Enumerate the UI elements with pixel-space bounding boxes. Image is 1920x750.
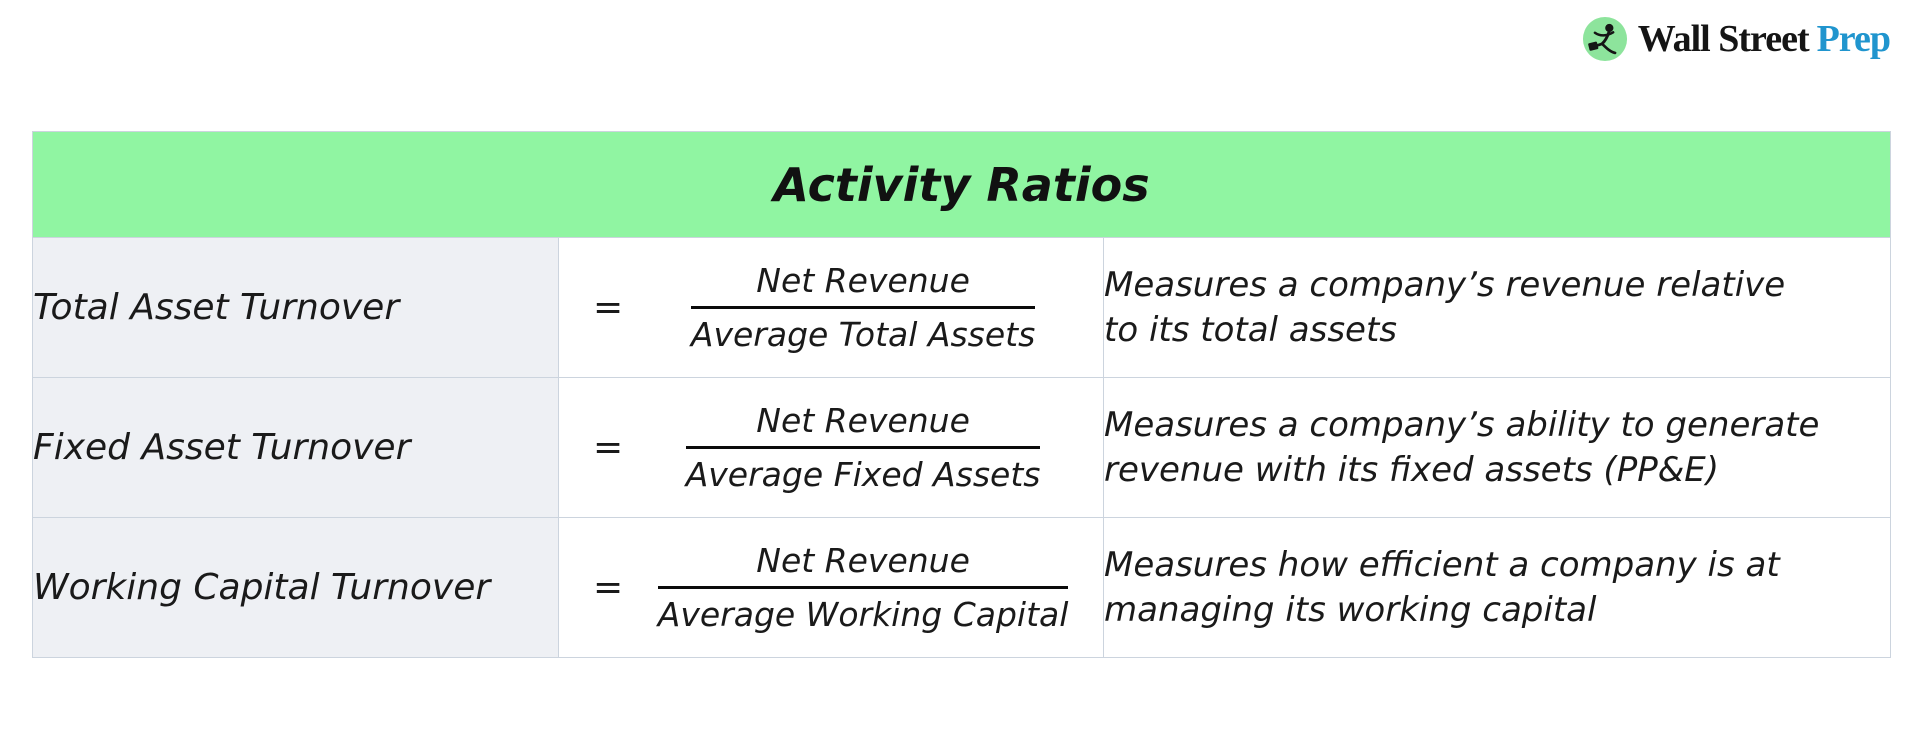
description-line: Measures a company’s revenue relative: [1104, 264, 1786, 305]
description-line: revenue with its fixed assets (PP&E): [1104, 449, 1719, 490]
fraction: Net Revenue Average Working Capital: [623, 541, 1103, 634]
logo-text-prep: Prep: [1816, 18, 1891, 60]
fraction-denominator: Average Fixed Assets: [685, 455, 1041, 494]
page-title: Activity Ratios: [32, 131, 1891, 238]
table-header-row: Activity Ratios: [32, 131, 1891, 238]
ratio-name: Fixed Asset Turnover: [32, 377, 559, 518]
fraction-numerator: Net Revenue: [685, 401, 1041, 449]
ratio-formula-cell: = Net Revenue Average Total Assets: [558, 237, 1104, 378]
table-row: Working Capital Turnover = Net Revenue A…: [32, 517, 1891, 658]
equals-sign: =: [593, 567, 624, 608]
equals-sign: =: [593, 427, 624, 468]
ratio-description: Measures a company’s ability to generate…: [1103, 377, 1891, 518]
leaping-figure-icon: [1582, 16, 1628, 62]
ratio-formula: = Net Revenue Average Working Capital: [559, 518, 1103, 657]
logo-text-wallstreet: Wall Street: [1637, 18, 1810, 60]
fraction-denominator: Average Total Assets: [690, 315, 1036, 354]
fraction: Net Revenue Average Fixed Assets: [623, 401, 1103, 494]
equals-sign: =: [593, 287, 624, 328]
description-line: Measures how efficient a company is at: [1104, 544, 1780, 585]
description-line: Measures a company’s ability to generate: [1104, 404, 1820, 445]
description-line: managing its working capital: [1104, 589, 1597, 630]
ratio-name: Working Capital Turnover: [32, 517, 559, 658]
table-row: Fixed Asset Turnover = Net Revenue Avera…: [32, 377, 1891, 518]
logo-wordmark: Wall Street Prep: [1637, 17, 1891, 61]
ratio-description: Measures a company’s revenue relative to…: [1103, 237, 1891, 378]
fraction: Net Revenue Average Total Assets: [623, 261, 1103, 354]
fraction-denominator: Average Working Capital: [657, 595, 1069, 634]
ratio-formula-cell: = Net Revenue Average Working Capital: [558, 517, 1104, 658]
ratio-description: Measures how efficient a company is at m…: [1103, 517, 1891, 658]
ratio-formula: = Net Revenue Average Fixed Assets: [559, 378, 1103, 517]
fraction-numerator: Net Revenue: [657, 541, 1069, 589]
ratio-formula: = Net Revenue Average Total Assets: [559, 238, 1103, 377]
ratio-name: Total Asset Turnover: [32, 237, 559, 378]
activity-ratios-table: Activity Ratios Total Asset Turnover = N…: [32, 131, 1891, 658]
wallstreetprep-logo: Wall Street Prep: [1582, 16, 1891, 62]
ratio-formula-cell: = Net Revenue Average Fixed Assets: [558, 377, 1104, 518]
table-row: Total Asset Turnover = Net Revenue Avera…: [32, 237, 1891, 378]
description-line: to its total assets: [1104, 309, 1398, 350]
fraction-numerator: Net Revenue: [690, 261, 1036, 309]
